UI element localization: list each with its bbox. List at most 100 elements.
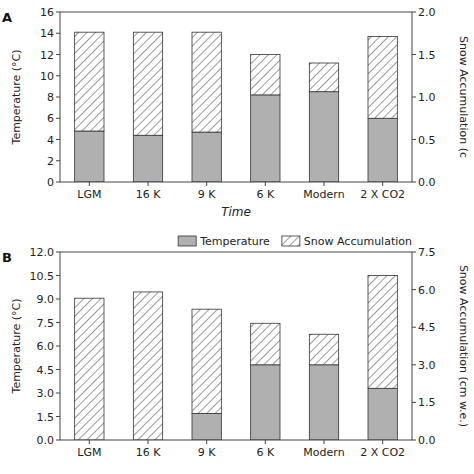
bars bbox=[75, 276, 398, 441]
plot-frame bbox=[60, 252, 412, 440]
x-tick bbox=[206, 440, 207, 444]
bar-segment bbox=[309, 63, 338, 92]
bar-segment bbox=[75, 32, 104, 131]
plot-frame bbox=[60, 12, 412, 182]
y-tick bbox=[56, 440, 60, 441]
y-tick bbox=[56, 12, 60, 13]
y2-tick-label: 0.0 bbox=[418, 434, 436, 447]
figure: 0 2 4 6 8 10 12 14 16 0.0 0.5 1.0 1.5 2.0 LGM 16 K 9 K 6 … bbox=[0, 0, 474, 474]
y2-tick bbox=[412, 289, 416, 290]
bar-segment bbox=[75, 131, 104, 182]
y-tick bbox=[56, 139, 60, 140]
x-tick-label: Modern bbox=[303, 446, 344, 459]
y2-tick bbox=[412, 402, 416, 403]
y-tick bbox=[56, 299, 60, 300]
x-tick bbox=[265, 182, 266, 186]
y-tick-label: 3.0 bbox=[37, 387, 55, 400]
x-tick-label: 9 K bbox=[198, 446, 216, 459]
bar-segment bbox=[368, 388, 397, 440]
x-tick-label: 2 X CO2 bbox=[360, 188, 405, 201]
x-tick-label: 2 X CO2 bbox=[360, 446, 405, 459]
y2-axis-label: Snow Accumulation (cm w.e.) bbox=[457, 265, 470, 427]
x-axis-label: Time bbox=[221, 205, 251, 219]
panel: 0.01.53.04.56.07.59.010.512.00.01.53.04.… bbox=[2, 235, 470, 459]
y-tick-label: 6.0 bbox=[37, 340, 55, 353]
y2-tick-label: 0.0 bbox=[418, 176, 436, 189]
y2-tick-label: 4.5 bbox=[418, 321, 436, 334]
bar-segment bbox=[251, 95, 280, 182]
x-tick bbox=[148, 182, 149, 186]
x-tick bbox=[206, 182, 207, 186]
y-tick bbox=[56, 252, 60, 253]
x-tick bbox=[382, 182, 383, 186]
y-tick bbox=[56, 97, 60, 98]
y2-tick bbox=[412, 54, 416, 55]
bar-segment bbox=[309, 334, 338, 365]
y-tick-label: 14 bbox=[40, 27, 54, 40]
y-tick-label: 6 bbox=[47, 112, 54, 125]
bar-segment bbox=[192, 32, 221, 132]
y2-tick-label: 3.0 bbox=[418, 359, 436, 372]
x-tick-label: LGM bbox=[77, 188, 101, 201]
bar-segment bbox=[133, 135, 162, 182]
y-tick-label: 4.5 bbox=[37, 364, 55, 377]
y-tick-label: 16 bbox=[40, 6, 54, 19]
y2-tick bbox=[412, 97, 416, 98]
y-tick-label: 0 bbox=[47, 176, 54, 189]
bar-segment bbox=[309, 92, 338, 182]
x-tick bbox=[148, 440, 149, 444]
y2-tick bbox=[412, 252, 416, 253]
y-axis-label: Temperature (°C) bbox=[10, 299, 23, 395]
y-tick bbox=[56, 160, 60, 161]
legend-label: Temperature bbox=[199, 235, 270, 248]
panel: 02468101214160.00.51.01.52.0LGM16 K9 K6 … bbox=[2, 6, 470, 219]
x-tick-label: LGM bbox=[77, 446, 101, 459]
bar-segment bbox=[192, 309, 221, 413]
y2-tick bbox=[412, 139, 416, 140]
y2-tick bbox=[412, 327, 416, 328]
y2-tick bbox=[412, 364, 416, 365]
y2-tick-label: 6.0 bbox=[418, 284, 436, 297]
y-tick bbox=[56, 393, 60, 394]
y2-tick-label: 0.5 bbox=[418, 134, 436, 147]
bar-segment bbox=[251, 323, 280, 365]
bar-segment bbox=[368, 276, 397, 389]
x-tick-label: 16 K bbox=[136, 188, 161, 201]
y2-tick-label: 1.0 bbox=[418, 91, 436, 104]
bar-segment bbox=[133, 32, 162, 135]
y2-tick bbox=[412, 440, 416, 441]
x-tick bbox=[89, 440, 90, 444]
y-tick-label: 0.0 bbox=[37, 434, 55, 447]
y-tick bbox=[56, 118, 60, 119]
y2-tick-label: 2.0 bbox=[418, 6, 436, 19]
y-tick-label: 12.0 bbox=[30, 246, 55, 259]
y-tick bbox=[56, 54, 60, 55]
legend-swatch bbox=[178, 236, 196, 246]
y-tick-label: 12 bbox=[40, 49, 54, 62]
bars bbox=[75, 32, 398, 182]
bar-segment bbox=[192, 413, 221, 440]
y-tick-label: 7.5 bbox=[37, 317, 55, 330]
x-tick-label: 6 K bbox=[256, 446, 274, 459]
x-tick-label: 6 K bbox=[256, 188, 274, 201]
y-tick bbox=[56, 182, 60, 183]
y2-tick-label: 1.5 bbox=[418, 49, 436, 62]
bar-segment bbox=[368, 36, 397, 118]
y-tick bbox=[56, 33, 60, 34]
x-tick bbox=[324, 440, 325, 444]
bar-segment bbox=[368, 118, 397, 182]
y-tick-label: 10 bbox=[40, 70, 54, 83]
x-tick-label: Modern bbox=[303, 188, 344, 201]
y-tick bbox=[56, 416, 60, 417]
y-tick-label: 2 bbox=[47, 155, 54, 168]
y-axis-label: Temperature (°C) bbox=[10, 50, 23, 146]
bar-segment bbox=[75, 298, 104, 440]
y-tick-label: 4 bbox=[47, 134, 54, 147]
y2-tick bbox=[412, 12, 416, 13]
y-tick-label: 9.0 bbox=[37, 293, 55, 306]
y-tick bbox=[56, 322, 60, 323]
bar-segment bbox=[192, 132, 221, 182]
panel-label: B bbox=[2, 250, 12, 265]
panel-label: A bbox=[2, 10, 12, 25]
y-tick-label: 8 bbox=[47, 91, 54, 104]
